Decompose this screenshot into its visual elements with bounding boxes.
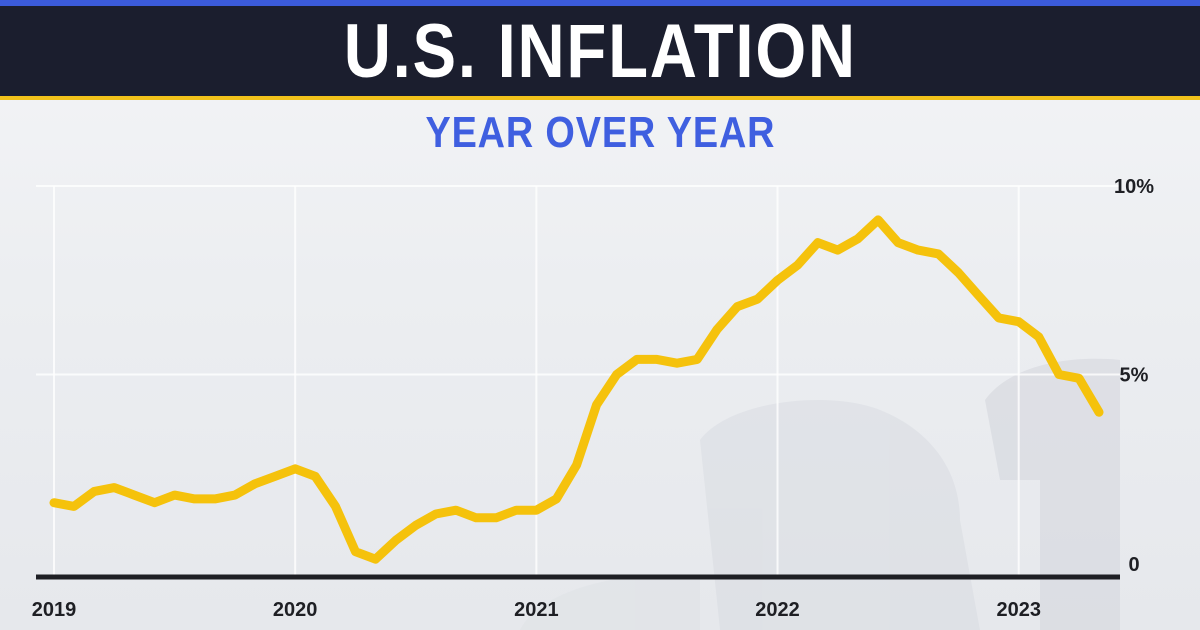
chart-marks	[49, 215, 1104, 564]
x-tick-label: 2020	[273, 599, 318, 621]
x-tick-label: 2023	[996, 599, 1041, 621]
x-tick-label: 2022	[755, 599, 800, 621]
y-tick-label: 10%	[1114, 176, 1154, 198]
top-accent-stripe	[0, 0, 1200, 6]
background-shape	[985, 358, 1120, 630]
y-tick-label: 0	[1128, 554, 1139, 576]
background-decoration	[520, 358, 1120, 630]
chart-subtitle-text: YEAR OVER YEAR	[425, 108, 775, 157]
x-tick-label: 2021	[514, 599, 559, 621]
background-shape	[520, 574, 700, 630]
background-shape	[700, 400, 980, 630]
x-tick-label: 2019	[32, 599, 77, 621]
title-bar: U.S. INFLATION	[0, 6, 1200, 100]
chart-subtitle: YEAR OVER YEAR	[0, 108, 1200, 158]
chart-tick-labels: 2019 2020 2021 2022 2023 0 5% 10%	[32, 176, 1154, 621]
y-tick-label: 5%	[1120, 365, 1149, 387]
inflation-series-line	[49, 215, 1104, 564]
page-title: U.S. INFLATION	[343, 8, 857, 94]
